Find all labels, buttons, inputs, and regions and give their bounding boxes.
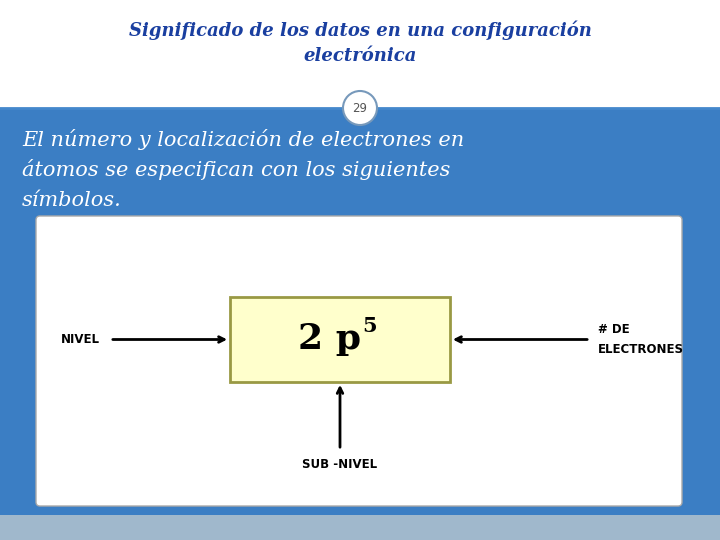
Circle shape [343,91,377,125]
Bar [0,0,720,108]
Text: ELECTRONES: ELECTRONES [598,343,684,356]
FancyBboxPatch shape [36,216,682,506]
Text: Significado de los datos en una configuración: Significado de los datos en una configur… [129,20,591,40]
Bar [0,515,720,540]
Bar [230,297,450,382]
Text: 2 p: 2 p [299,322,361,356]
Bar [0,108,720,515]
Text: # DE: # DE [598,323,629,336]
Text: 5: 5 [363,315,377,335]
Text: SUB -NIVEL: SUB -NIVEL [302,458,377,471]
Text: átomos se especifican con los siguientes: átomos se especifican con los siguientes [22,159,451,180]
Text: El número y localización de electrones en: El número y localización de electrones e… [22,130,464,151]
Text: 29: 29 [353,102,367,114]
Text: símbolos.: símbolos. [22,191,122,210]
Text: NIVEL: NIVEL [61,333,100,346]
Text: electrónica: electrónica [303,47,417,65]
